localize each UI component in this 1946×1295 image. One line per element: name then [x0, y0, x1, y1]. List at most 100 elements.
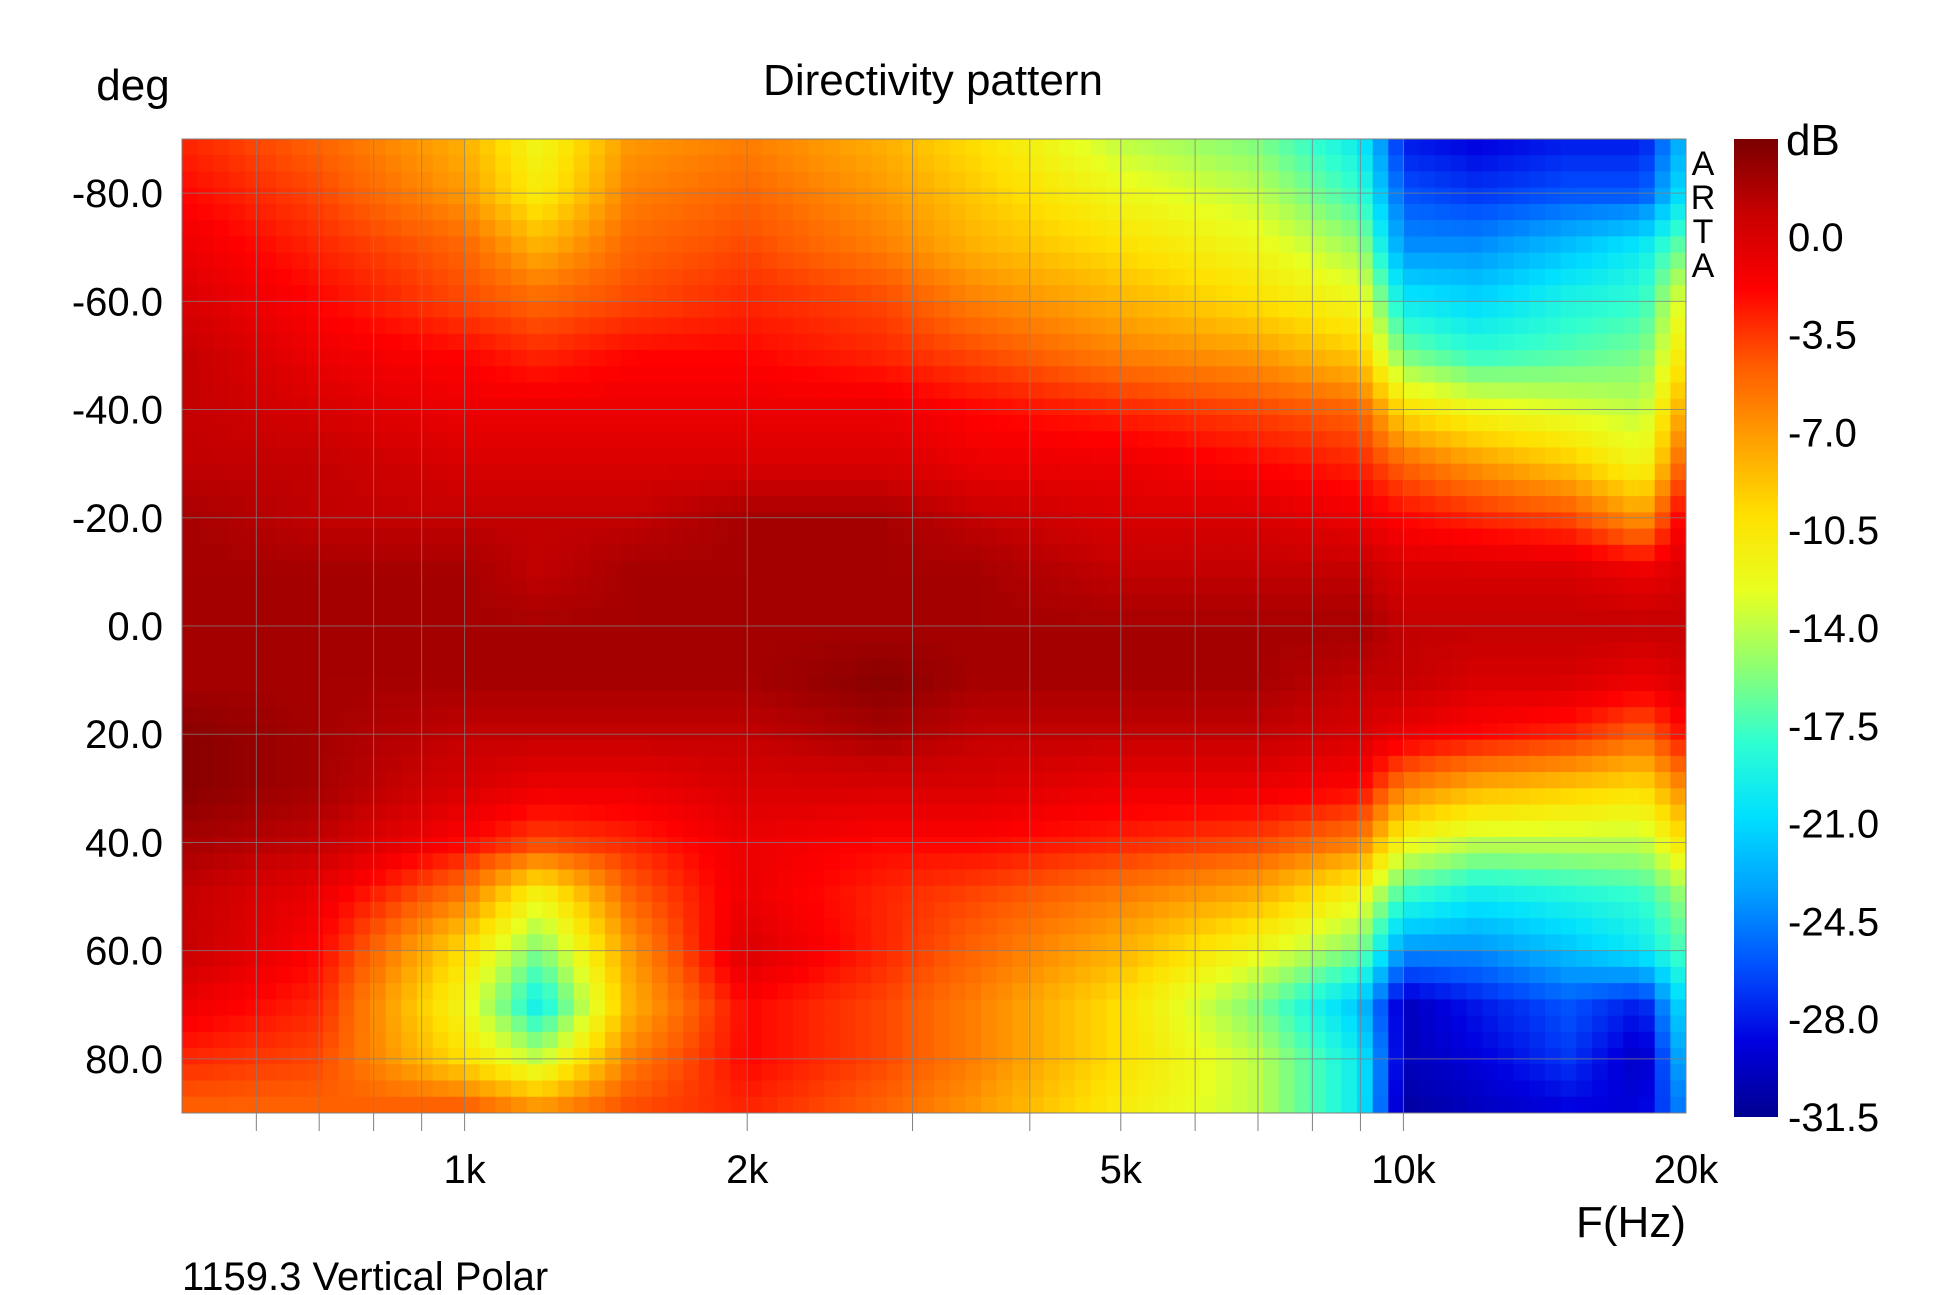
heatmap-cell	[918, 544, 935, 562]
heatmap-cell	[855, 479, 873, 497]
heatmap-cell	[260, 366, 277, 384]
heatmap-cell	[887, 966, 904, 984]
heatmap-cell	[1357, 918, 1374, 936]
heatmap-cell	[354, 966, 371, 984]
heatmap-cell	[652, 804, 669, 822]
heatmap-cell	[1278, 350, 1296, 368]
heatmap-cell	[1216, 447, 1233, 465]
heatmap-cell	[1028, 966, 1045, 984]
heatmap-cell	[1169, 950, 1186, 968]
heatmap-cell	[1012, 139, 1029, 157]
heatmap-cell	[793, 447, 810, 465]
heatmap-cell	[197, 658, 215, 676]
heatmap-cell	[291, 268, 309, 286]
heatmap-cell	[1639, 772, 1656, 790]
heatmap-cell	[620, 317, 638, 335]
heatmap-cell	[605, 934, 622, 952]
heatmap-cell	[918, 203, 935, 221]
heatmap-cell	[667, 496, 685, 514]
heatmap-cell	[370, 463, 387, 481]
heatmap-cell	[542, 804, 559, 822]
heatmap-cell	[808, 626, 826, 644]
heatmap-cell	[1341, 171, 1358, 189]
heatmap-cell	[464, 853, 481, 871]
heatmap-cell	[777, 788, 794, 806]
heatmap-cell	[260, 236, 277, 254]
heatmap-cell	[182, 966, 199, 984]
heatmap-cell	[1106, 804, 1123, 822]
heatmap-cell	[1466, 853, 1484, 871]
heatmap-cell	[1372, 512, 1390, 530]
heatmap-cell	[276, 187, 293, 205]
heatmap-cell	[1451, 788, 1468, 806]
heatmap-cell	[401, 333, 418, 351]
heatmap-cell	[714, 658, 732, 676]
heatmap-cell	[1670, 252, 1686, 270]
heatmap-cell	[229, 561, 246, 579]
heatmap-cell	[542, 463, 559, 481]
heatmap-cell	[1466, 544, 1484, 562]
heatmap-cell	[1263, 203, 1280, 221]
heatmap-cell	[1482, 317, 1499, 335]
heatmap-cell	[354, 577, 371, 595]
heatmap-cell	[1231, 528, 1249, 546]
heatmap-cell	[558, 642, 575, 660]
heatmap-cell	[511, 285, 528, 303]
heatmap-cell	[965, 512, 982, 530]
heatmap-cell	[573, 820, 591, 838]
heatmap-cell	[761, 414, 779, 432]
heatmap-cell	[1231, 350, 1249, 368]
heatmap-cell	[573, 577, 591, 595]
heatmap-cell	[918, 479, 935, 497]
heatmap-cell	[464, 739, 481, 757]
heatmap-cell	[573, 950, 591, 968]
heatmap-cell	[730, 950, 747, 968]
heatmap-cell	[1513, 187, 1531, 205]
heatmap-cell	[1106, 414, 1123, 432]
heatmap-cell	[1482, 544, 1499, 562]
heatmap-cell	[1357, 171, 1374, 189]
heatmap-cell	[464, 301, 481, 319]
heatmap-cell	[996, 658, 1014, 676]
heatmap-cell	[589, 317, 606, 335]
heatmap-cell	[1529, 447, 1546, 465]
heatmap-cell	[542, 739, 559, 757]
heatmap-cell	[730, 658, 747, 676]
heatmap-cell	[260, 577, 277, 595]
heatmap-cell	[526, 463, 544, 481]
heatmap-cell	[1451, 577, 1468, 595]
heatmap-cell	[1106, 772, 1123, 790]
heatmap-cell	[1419, 268, 1437, 286]
heatmap-cell	[1341, 707, 1358, 725]
heatmap-cell	[573, 788, 591, 806]
heatmap-cell	[1482, 658, 1499, 676]
heatmap-cell	[1278, 366, 1296, 384]
heatmap-cell	[1153, 853, 1170, 871]
heatmap-cell	[1451, 593, 1468, 611]
heatmap-cell	[464, 723, 481, 741]
heatmap-cell	[761, 512, 779, 530]
heatmap-cell	[1372, 642, 1390, 660]
heatmap-cell	[323, 755, 340, 773]
heatmap-cell	[652, 301, 669, 319]
heatmap-cell	[1247, 869, 1264, 887]
heatmap-cell	[338, 950, 356, 968]
heatmap-cell	[338, 268, 356, 286]
heatmap-cell	[918, 642, 935, 660]
heatmap-cell	[307, 609, 324, 627]
heatmap-cell	[808, 171, 826, 189]
heatmap-cell	[1372, 431, 1390, 449]
heatmap-cell	[1043, 203, 1061, 221]
heatmap-cell	[1357, 642, 1374, 660]
heatmap-cell	[1341, 479, 1358, 497]
heatmap-cell	[871, 788, 888, 806]
heatmap-cell	[1419, 203, 1437, 221]
heatmap-cell	[229, 220, 246, 238]
heatmap-cell	[1639, 609, 1656, 627]
heatmap-cell	[573, 528, 591, 546]
heatmap-cell	[1639, 577, 1656, 595]
heatmap-cell	[1075, 528, 1092, 546]
heatmap-cell	[1106, 398, 1123, 416]
heatmap-cell	[965, 901, 982, 919]
heatmap-cell	[1592, 285, 1609, 303]
